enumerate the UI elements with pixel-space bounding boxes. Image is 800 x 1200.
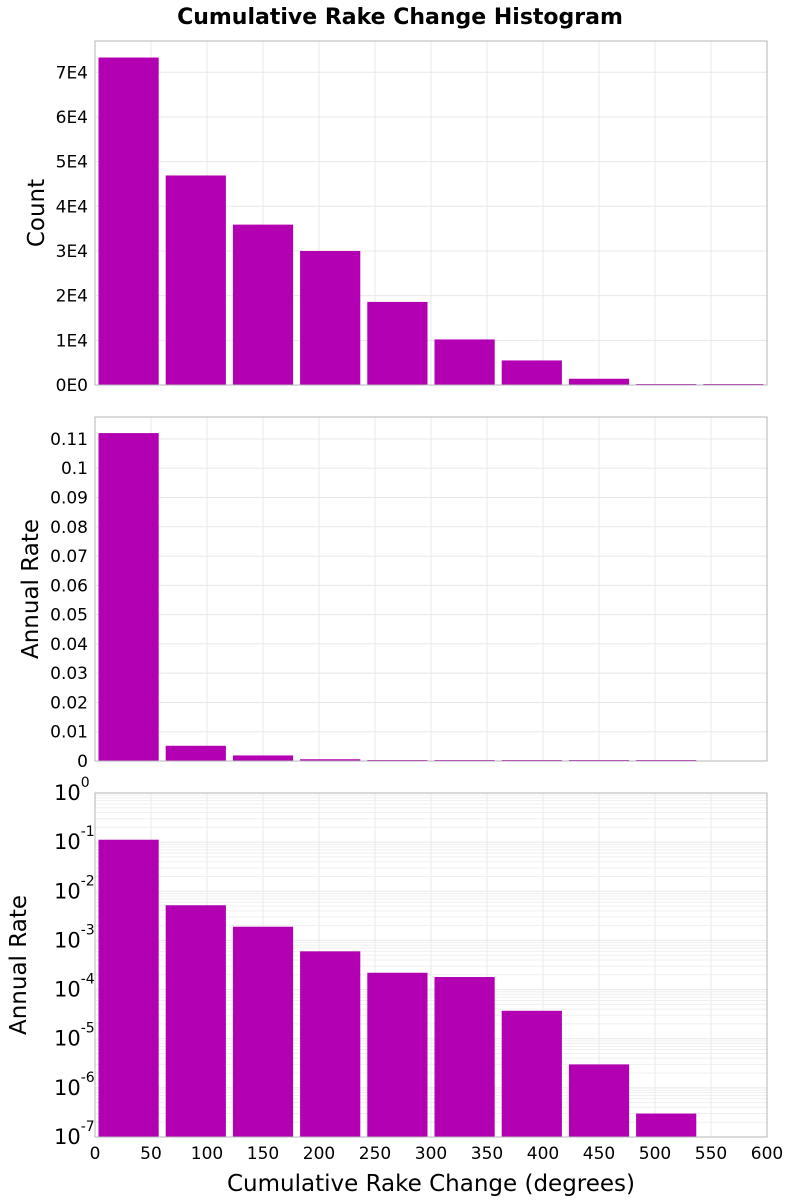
annual-rate-log-plot-frame (94, 792, 768, 1138)
y-tick-label: 10-7 (54, 1119, 95, 1149)
x-tick-label: 450 (583, 1144, 615, 1164)
count-y-ticks: 0E0 1E4 2E4 3E4 4E4 5E4 6E4 7E4 (56, 63, 88, 396)
count-plot-frame (94, 40, 768, 386)
bar (568, 1064, 630, 1137)
y-tick-label: 0.09 (50, 489, 88, 509)
count-y-axis-label: Count (24, 179, 50, 247)
bar (568, 378, 630, 385)
x-tick-label: 600 (751, 1144, 783, 1164)
y-tick-label: 0.08 (50, 518, 88, 538)
y-tick-label: 0.1 (61, 459, 88, 479)
x-tick-label: 250 (359, 1144, 391, 1164)
annual-rate-linear-panel: 0 0.01 0.02 0.03 0.04 0.05 0.06 0.07 0.08 0.09 0.1… (18, 416, 768, 772)
bar (165, 175, 226, 385)
bar (300, 759, 361, 761)
y-tick-label: 4E4 (56, 197, 88, 217)
x-tick-label: 400 (527, 1144, 559, 1164)
y-tick-label: 3E4 (56, 242, 88, 262)
bar (300, 250, 361, 385)
y-tick-label: 10-2 (54, 873, 95, 903)
bar (98, 57, 159, 385)
bar (367, 972, 428, 1137)
bar (501, 360, 562, 385)
annual-rate-linear-y-ticks: 0 0.01 0.02 0.03 0.04 0.05 0.06 0.07 0.08 0.09 0.1… (50, 430, 88, 772)
y-tick-label: 0.03 (50, 664, 88, 684)
y-tick-label: 1E4 (56, 331, 88, 351)
y-tick-label: 0.02 (50, 693, 88, 713)
x-tick-label: 350 (471, 1144, 503, 1164)
x-tick-label: 300 (415, 1144, 447, 1164)
bar (98, 433, 159, 761)
bar (232, 224, 294, 385)
annual-rate-linear-y-axis-label: Annual Rate (18, 519, 44, 659)
bar (501, 1010, 562, 1137)
bar (232, 755, 294, 761)
annual-rate-log-y-ticks: 100 10-1 10-2 10-3 10-4 10-5 10-6 10-7 (54, 775, 95, 1149)
x-tick-label: 100 (191, 1144, 223, 1164)
x-tick-label: 200 (303, 1144, 335, 1164)
y-tick-label: 0.04 (50, 635, 88, 655)
y-tick-label: 0.06 (50, 576, 88, 596)
x-tick-label: 50 (140, 1144, 162, 1164)
y-tick-label: 0.05 (50, 606, 88, 626)
count-panel: 0E0 1E4 2E4 3E4 4E4 5E4 6E4 7E4 Count (24, 40, 768, 396)
x-axis-ticks: 0 50 100 150 200 250 300 350 400 450 500 550 600 (90, 1144, 784, 1164)
count-bars (98, 57, 764, 385)
y-tick-label: 6E4 (56, 108, 88, 128)
annual-rate-linear-plot-frame (94, 416, 768, 762)
bar (98, 839, 159, 1137)
y-tick-label: 100 (54, 775, 90, 805)
y-tick-label: 0.11 (50, 430, 88, 450)
annual-rate-linear-bars (98, 433, 697, 761)
x-axis-label: Cumulative Rake Change (degrees) (227, 1171, 635, 1197)
y-tick-label: 0E0 (56, 376, 88, 396)
chart-title: Cumulative Rake Change Histogram (177, 5, 623, 30)
y-tick-label: 7E4 (56, 63, 88, 83)
y-tick-label: 0.07 (50, 547, 88, 567)
y-tick-label: 5E4 (56, 153, 88, 173)
y-tick-label: 0 (77, 752, 88, 772)
x-tick-label: 500 (639, 1144, 671, 1164)
y-tick-label: 10-6 (54, 1070, 95, 1100)
annual-rate-log-y-axis-label: Annual Rate (6, 895, 32, 1035)
x-tick-label: 0 (90, 1144, 101, 1164)
y-tick-label: 0.01 (50, 723, 88, 743)
y-tick-label: 10-4 (54, 972, 95, 1002)
bar (636, 1113, 697, 1137)
bar (434, 339, 495, 385)
y-tick-label: 10-1 (54, 824, 95, 854)
y-tick-label: 2E4 (56, 287, 88, 307)
bar (165, 905, 226, 1137)
bar (300, 951, 361, 1137)
bar (367, 301, 428, 385)
y-tick-label: 10-3 (54, 922, 95, 952)
annual-rate-log-panel: 100 10-1 10-2 10-3 10-4 10-5 10-6 10-7 0 50 100 15… (6, 775, 783, 1197)
bar (165, 745, 226, 761)
bar (232, 926, 294, 1137)
x-tick-label: 150 (247, 1144, 279, 1164)
bar (434, 977, 495, 1137)
x-tick-label: 550 (695, 1144, 727, 1164)
annual-rate-log-bars (98, 839, 697, 1137)
y-tick-label: 10-5 (54, 1021, 95, 1051)
